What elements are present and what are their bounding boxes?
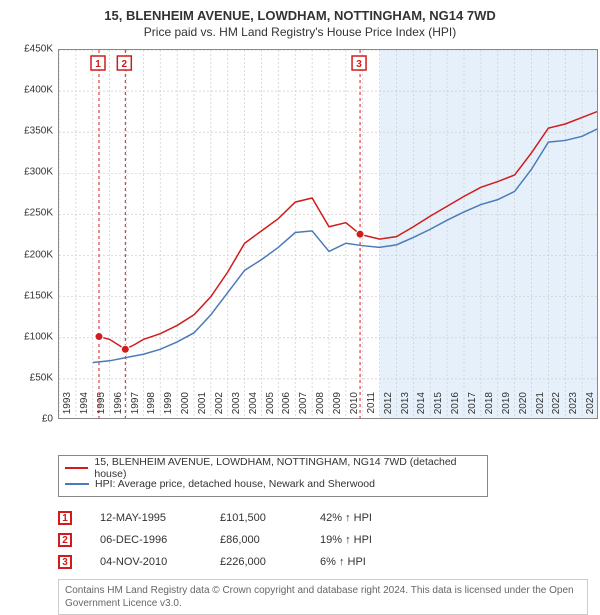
chart-plot: 1 2 3 <box>58 49 598 419</box>
y-tick-label: £100K <box>11 331 53 342</box>
x-tick-label: 2010 <box>349 392 360 424</box>
x-tick-label: 1994 <box>79 392 90 424</box>
x-tick-label: 2024 <box>585 392 596 424</box>
event-price: £101,500 <box>220 512 320 524</box>
x-tick-label: 2022 <box>551 392 562 424</box>
x-tick-label: 2007 <box>298 392 309 424</box>
x-tick-label: 2012 <box>383 392 394 424</box>
attribution-text: Contains HM Land Registry data © Crown c… <box>58 579 588 615</box>
y-tick-label: £450K <box>11 44 53 55</box>
legend-swatch <box>65 483 89 485</box>
svg-text:3: 3 <box>356 59 362 70</box>
event-pct: 6% ↑ HPI <box>320 556 440 568</box>
chart-area: £0£50K£100K£150K£200K£250K£300K£350K£400… <box>58 49 598 419</box>
event-num: 2 <box>62 535 68 546</box>
x-tick-label: 2011 <box>366 392 377 424</box>
event-date: 06-DEC-1996 <box>100 534 220 546</box>
event-row: 1 12-MAY-1995 £101,500 42% ↑ HPI <box>58 507 590 529</box>
x-tick-label: 1999 <box>163 392 174 424</box>
legend-label: HPI: Average price, detached house, Newa… <box>95 478 375 490</box>
event-marker-icon: 3 <box>58 555 72 569</box>
chart-container: 15, BLENHEIM AVENUE, LOWDHAM, NOTTINGHAM… <box>0 0 600 590</box>
events-table: 1 12-MAY-1995 £101,500 42% ↑ HPI 2 06-DE… <box>58 507 590 573</box>
x-tick-label: 2005 <box>265 392 276 424</box>
event-pct: 19% ↑ HPI <box>320 534 440 546</box>
y-tick-label: £400K <box>11 85 53 96</box>
x-tick-label: 2003 <box>231 392 242 424</box>
x-tick-label: 2008 <box>315 392 326 424</box>
legend-label: 15, BLENHEIM AVENUE, LOWDHAM, NOTTINGHAM… <box>94 456 481 480</box>
x-tick-label: 2021 <box>535 392 546 424</box>
x-tick-label: 2013 <box>400 392 411 424</box>
x-tick-label: 2006 <box>281 392 292 424</box>
svg-text:2: 2 <box>122 59 128 70</box>
event-num: 1 <box>62 513 68 524</box>
y-tick-label: £350K <box>11 126 53 137</box>
x-tick-label: 2020 <box>518 392 529 424</box>
x-tick-label: 2023 <box>568 392 579 424</box>
x-tick-label: 1998 <box>146 392 157 424</box>
y-tick-label: £200K <box>11 249 53 260</box>
legend: 15, BLENHEIM AVENUE, LOWDHAM, NOTTINGHAM… <box>58 455 488 497</box>
x-tick-label: 2018 <box>484 392 495 424</box>
event-marker-icon: 1 <box>58 511 72 525</box>
x-tick-label: 2017 <box>467 392 478 424</box>
x-tick-label: 1993 <box>62 392 73 424</box>
event-row: 2 06-DEC-1996 £86,000 19% ↑ HPI <box>58 529 590 551</box>
event-date: 04-NOV-2010 <box>100 556 220 568</box>
x-tick-label: 2004 <box>248 392 259 424</box>
event-price: £86,000 <box>220 534 320 546</box>
x-tick-label: 2014 <box>416 392 427 424</box>
event-row: 3 04-NOV-2010 £226,000 6% ↑ HPI <box>58 551 590 573</box>
y-tick-label: £0 <box>11 414 53 425</box>
x-tick-label: 2000 <box>180 392 191 424</box>
legend-row: 15, BLENHEIM AVENUE, LOWDHAM, NOTTINGHAM… <box>65 460 481 476</box>
x-tick-label: 1995 <box>96 392 107 424</box>
x-tick-label: 2015 <box>433 392 444 424</box>
x-tick-label: 2016 <box>450 392 461 424</box>
x-tick-label: 2001 <box>197 392 208 424</box>
svg-text:1: 1 <box>95 59 101 70</box>
chart-subtitle: Price paid vs. HM Land Registry's House … <box>10 25 590 39</box>
event-date: 12-MAY-1995 <box>100 512 220 524</box>
x-tick-label: 2002 <box>214 392 225 424</box>
x-tick-label: 1996 <box>113 392 124 424</box>
y-tick-label: £150K <box>11 290 53 301</box>
event-pct: 42% ↑ HPI <box>320 512 440 524</box>
x-tick-label: 2009 <box>332 392 343 424</box>
event-price: £226,000 <box>220 556 320 568</box>
legend-swatch <box>65 467 88 469</box>
x-tick-label: 1997 <box>130 392 141 424</box>
chart-title: 15, BLENHEIM AVENUE, LOWDHAM, NOTTINGHAM… <box>10 8 590 23</box>
event-num: 3 <box>62 557 68 568</box>
y-tick-label: £50K <box>11 372 53 383</box>
event-marker-icon: 2 <box>58 533 72 547</box>
y-tick-label: £300K <box>11 167 53 178</box>
y-tick-label: £250K <box>11 208 53 219</box>
x-tick-label: 2019 <box>501 392 512 424</box>
